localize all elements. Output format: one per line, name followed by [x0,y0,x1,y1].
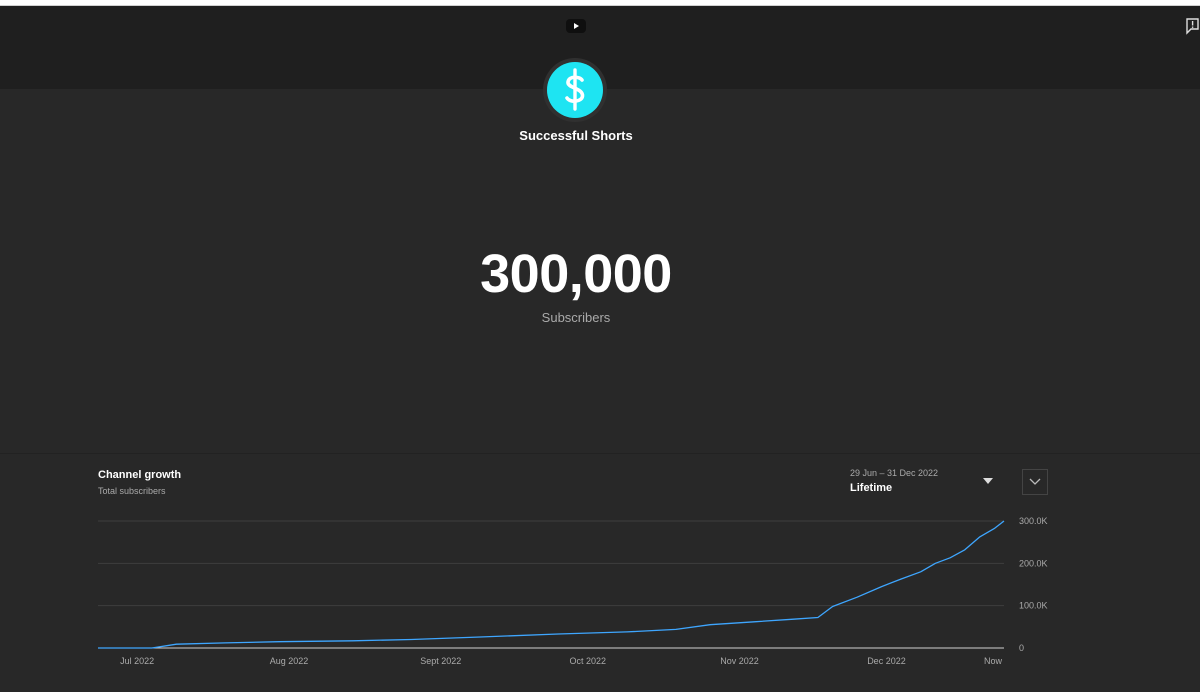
subscriber-label: Subscribers [541,310,611,325]
channel-name: Successful Shorts [519,128,633,143]
dollar-sign-icon [565,68,585,111]
y-tick-label: 0 [1019,643,1024,653]
report-flag-icon[interactable] [1186,18,1199,36]
date-range-text[interactable]: 29 Jun – 31 Dec 2022 [850,468,939,478]
channel-avatar[interactable] [543,58,607,122]
date-range-selector[interactable]: Lifetime [850,482,893,494]
x-tick-label: Sept 2022 [420,656,461,666]
chart-subtitle: Total subscribers [98,486,166,496]
section-divider [0,453,1200,454]
series-line-total-subscribers [98,520,1005,649]
x-tick-label: Nov 2022 [720,656,759,666]
y-tick-label: 300.0K [1019,516,1048,526]
expand-chart-button[interactable] [1022,469,1048,495]
x-tick-label: Aug 2022 [270,656,309,666]
youtube-icon[interactable] [566,19,586,33]
caret-down-icon[interactable] [983,478,993,484]
x-tick-label: Jul 2022 [120,656,154,666]
y-tick-label: 200.0K [1019,558,1048,568]
growth-chart: 0 100.0K 200.0K 300.0K Jul 2022 Aug 2022 Sept… [98,516,1048,666]
x-tick-label: Oct 2022 [569,656,606,666]
y-tick-label: 100.0K [1019,601,1048,611]
x-tick-label: Dec 2022 [867,656,906,666]
chevron-down-icon [1029,478,1041,485]
chart-title: Channel growth [98,469,182,481]
x-tick-label: Now [984,656,1003,666]
browser-top-strip [0,0,1200,6]
subscriber-count: 300,000 [480,244,672,304]
